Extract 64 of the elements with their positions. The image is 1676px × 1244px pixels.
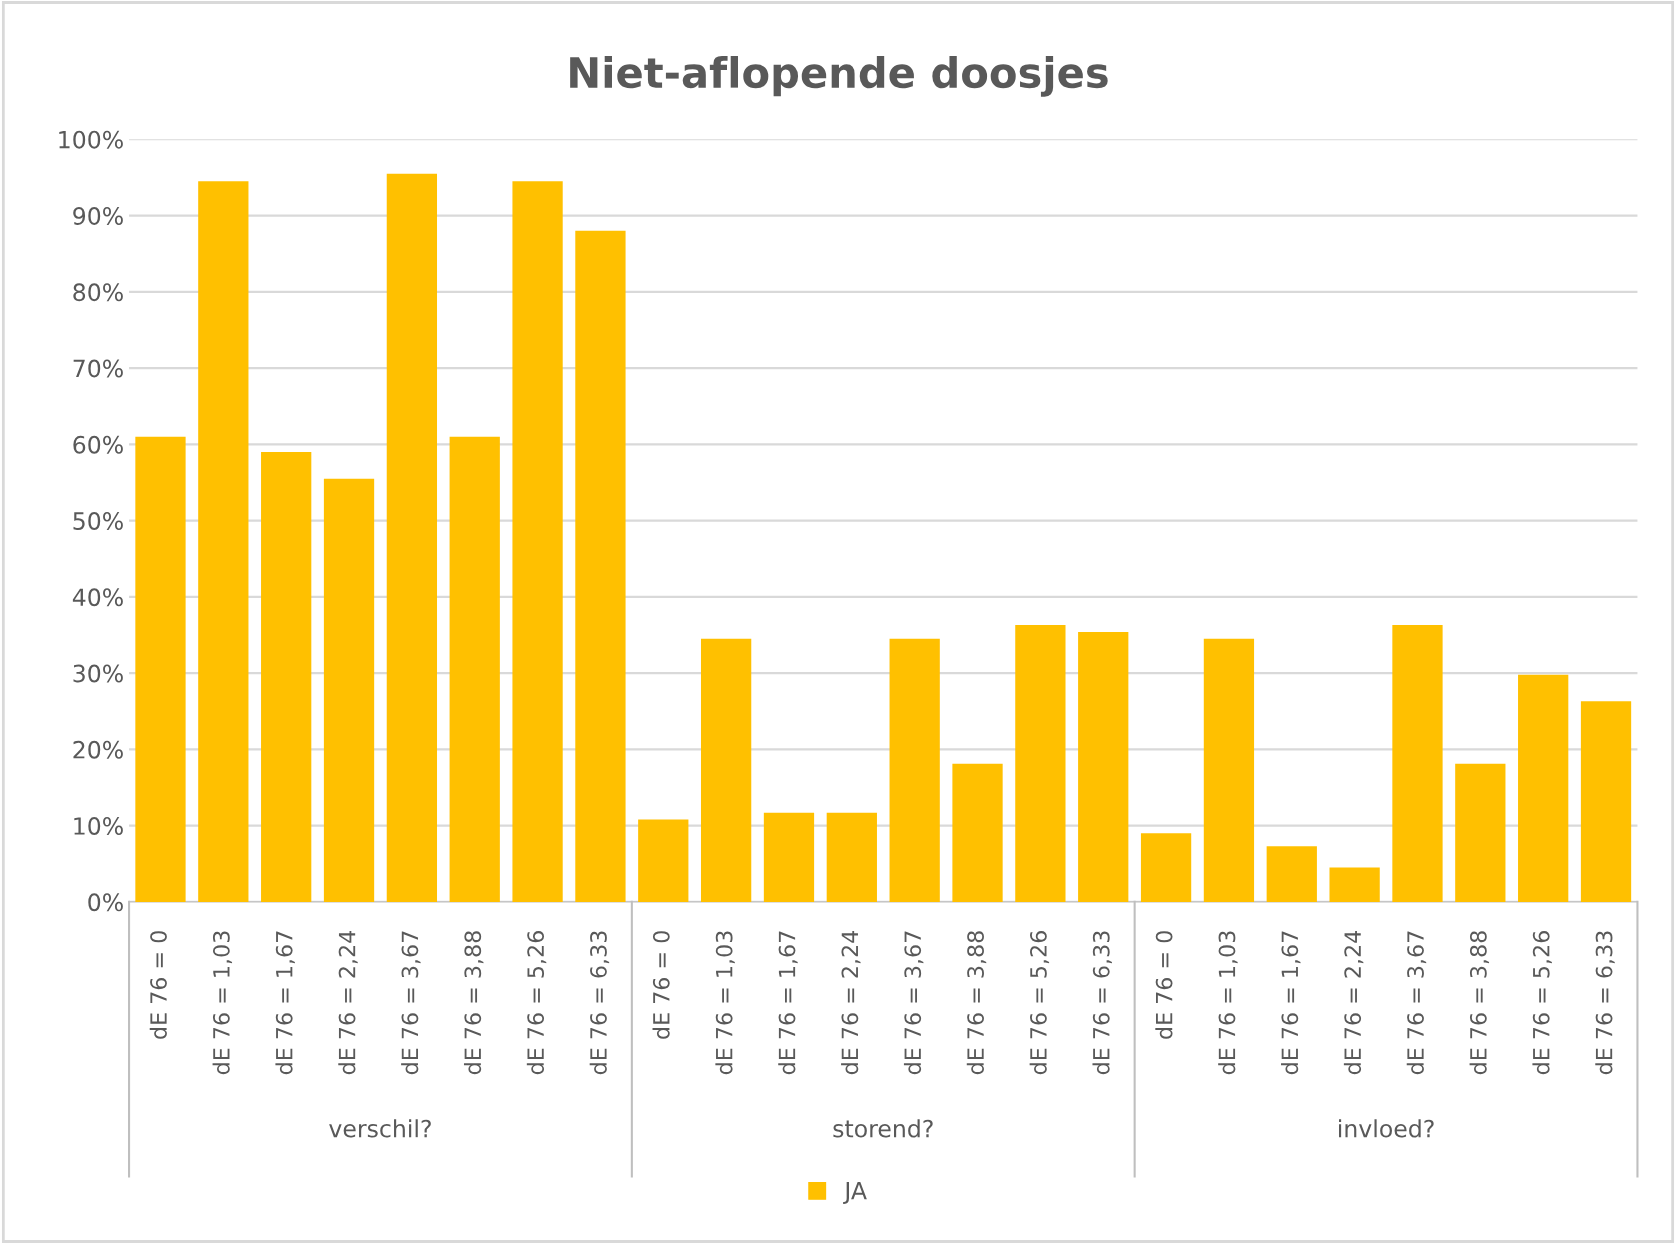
text: storend? [833,1119,933,1138]
bar [889,638,940,902]
bar [575,230,626,902]
x-tick-label: dE 76 = 3,67 [903,931,924,1075]
x-tick-label: dE 76 = 2,24 [841,930,861,1075]
x-tick-label: dE 76 = 1,03 [1218,931,1238,1075]
y-tick-label: 20% [73,740,123,759]
bar [1518,674,1569,902]
x-tick-label: dE 76 = 3,67 [1406,931,1427,1075]
x-tick-label: dE 76 = 5,26 [526,931,547,1075]
x-tick-label: dE 76 = 2,24 [338,930,358,1075]
x-tick-label: dE 76 = 1,03 [715,931,735,1075]
y-tick-label: 40% [72,588,123,607]
y-tick-label: 80% [73,283,123,302]
bar [952,763,1003,902]
bar [1140,833,1192,902]
x-tick-label: dE 76 = 3,67 [401,931,421,1075]
bar [1266,846,1317,902]
text: verschil? [329,1119,431,1138]
bar [135,436,186,902]
x-tick-label: dE 76 = 5,26 [1532,931,1552,1075]
text: invloed? [1339,1119,1434,1138]
bar [1455,763,1506,902]
y-tick-label: 90% [73,207,123,225]
y-tick-label: 100% [59,130,123,149]
bar [449,436,500,902]
chart-title: Niet-aflopende doosjes [570,55,1108,97]
x-tick-label: dE 76 = 5,26 [1029,931,1050,1075]
y-tick-label: 10% [74,817,123,835]
x-tick-label: dE 76 = 3,88 [463,931,484,1075]
y-tick-label: 60% [73,435,123,454]
x-tick-label: dE 76 = 0 [652,931,670,1039]
bar [1580,701,1632,902]
bar [1078,631,1129,902]
x-tick-label: dE 76 = 1,67 [778,931,798,1075]
x-tick-label: dE 76 = 0 [1155,931,1173,1039]
bar [638,819,689,902]
y-tick-label: 0% [88,893,123,912]
bar [261,451,312,902]
x-tick-label: dE 76 = 3,88 [1469,931,1490,1075]
legend-label: JA [843,1181,867,1204]
y-tick-label: 70% [73,359,123,378]
x-tick-label: dE 76 = 0 [149,931,167,1039]
bar [826,812,877,902]
bar [1015,625,1066,902]
bar [1329,867,1380,902]
bar [198,181,249,902]
x-tick-label: dE 76 = 6,33 [1092,931,1112,1075]
bar [512,181,563,902]
bar [1203,638,1255,902]
y-tick-label: 50% [73,512,123,530]
bar [323,478,375,902]
x-tick-label: dE 76 = 6,33 [589,931,610,1075]
bar [700,638,752,902]
x-tick-label: dE 76 = 3,88 [966,931,987,1075]
x-tick-label: dE 76 = 2,24 [1343,930,1364,1075]
y-tick-label: 30% [73,664,123,683]
bar [386,173,438,902]
bar [1392,625,1443,902]
bar [763,812,815,902]
x-tick-label: dE 76 = 1,67 [1281,931,1301,1075]
x-tick-label: dE 76 = 1,67 [275,931,295,1075]
x-tick-label: dE 76 = 6,33 [1595,931,1615,1075]
x-tick-label: dE 76 = 1,03 [212,931,233,1075]
